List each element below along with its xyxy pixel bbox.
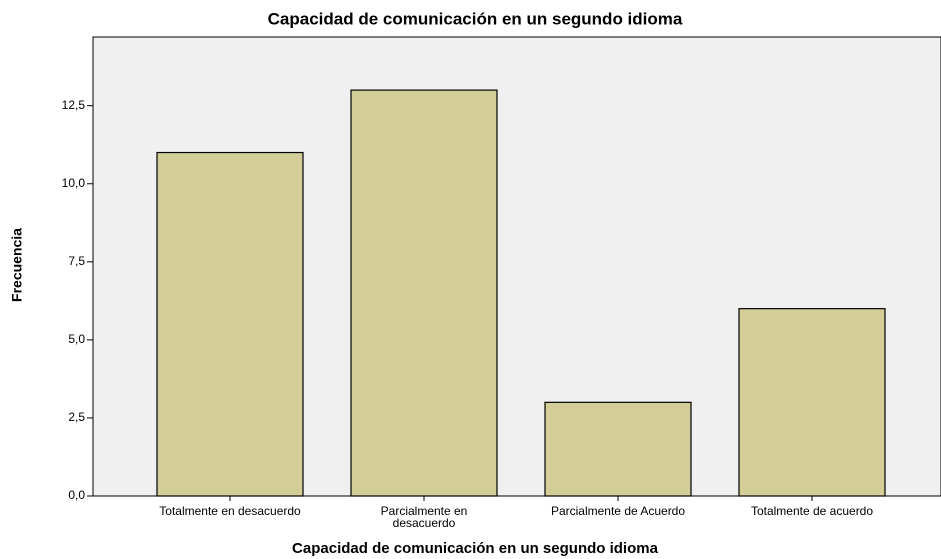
y-tick-label: 7,5 xyxy=(68,254,85,268)
bar xyxy=(350,89,498,497)
x-tick-label: Parcialmente de Acuerdo xyxy=(550,504,686,518)
x-tick-label: Totalmente de acuerdo xyxy=(750,504,874,518)
bar xyxy=(738,308,886,497)
y-tick-label: 10,0 xyxy=(62,176,86,190)
bar xyxy=(544,401,692,497)
y-tick-label: 12,5 xyxy=(62,98,86,112)
x-tick-label: Totalmente en desacuerdo xyxy=(159,504,301,518)
y-tick-label: 2,5 xyxy=(68,410,85,424)
x-tick-label: Parcialmente en desacuerdo xyxy=(380,504,468,530)
bar xyxy=(156,151,304,497)
y-tick-label: 0,0 xyxy=(68,488,85,502)
y-tick-label: 5,0 xyxy=(68,332,85,346)
chart-title: Capacidad de comunicación en un segundo … xyxy=(268,9,683,28)
x-axis-title: Capacidad de comunicación en un segundo … xyxy=(292,540,659,557)
y-axis-title: Frecuencia xyxy=(9,228,25,302)
